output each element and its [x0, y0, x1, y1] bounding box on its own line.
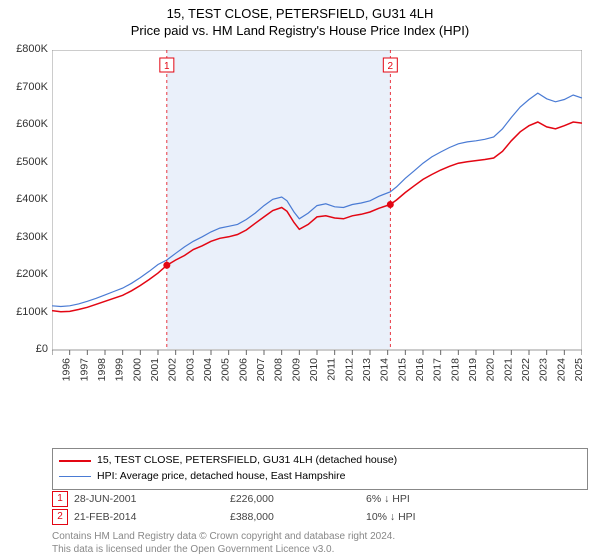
- y-tick-label: £0: [0, 343, 48, 355]
- x-tick-label: 2013: [361, 358, 373, 382]
- x-tick-label: 2019: [467, 358, 479, 382]
- x-tick-label: 2022: [520, 358, 532, 382]
- x-tick-label: 2024: [555, 358, 567, 382]
- x-tick-label: 1996: [61, 358, 73, 382]
- sale-marker: 1: [52, 491, 68, 507]
- chart-svg: 1995 1996 1997 1998 1999 2000 2001 2002 2003 2004…: [52, 50, 582, 395]
- y-tick-label: £300K: [0, 231, 48, 243]
- legend-swatch: [59, 476, 91, 478]
- sale-price: £388,000: [230, 511, 360, 523]
- x-tick-label: 2010: [308, 358, 320, 382]
- x-tick-label: 2006: [237, 358, 249, 382]
- sale-price: £226,000: [230, 493, 360, 505]
- y-tick-label: £100K: [0, 306, 48, 318]
- y-tick-label: £700K: [0, 81, 48, 93]
- sale-row: 1 28-JUN-2001 £226,000 6% ↓ HPI: [52, 490, 582, 508]
- y-tick-label: £600K: [0, 118, 48, 130]
- x-tick-label: 2008: [273, 358, 285, 382]
- x-tick-label: 2017: [432, 358, 444, 382]
- y-tick-label: £800K: [0, 43, 48, 55]
- legend-swatch: [59, 460, 91, 462]
- x-tick-label: 1995: [52, 358, 55, 382]
- x-tick-label: 2000: [131, 358, 143, 382]
- sale-date: 21-FEB-2014: [74, 511, 224, 523]
- x-tick-label: 2025: [573, 358, 582, 382]
- title-subtitle: Price paid vs. HM Land Registry's House …: [0, 23, 600, 38]
- x-tick-label: 2001: [149, 358, 161, 382]
- legend: 15, TEST CLOSE, PETERSFIELD, GU31 4LH (d…: [52, 448, 588, 490]
- y-tick-label: £200K: [0, 268, 48, 280]
- x-tick-label: 2011: [326, 358, 338, 381]
- legend-label: 15, TEST CLOSE, PETERSFIELD, GU31 4LH (d…: [97, 453, 397, 469]
- x-tick-label: 2014: [379, 358, 391, 382]
- x-tick-label: 2009: [290, 358, 302, 382]
- x-tick-label: 2003: [184, 358, 196, 382]
- footer-line-2: This data is licensed under the Open Gov…: [52, 543, 582, 556]
- sale-date: 28-JUN-2001: [74, 493, 224, 505]
- x-tick-label: 1999: [114, 358, 126, 382]
- legend-item: 15, TEST CLOSE, PETERSFIELD, GU31 4LH (d…: [59, 453, 581, 469]
- x-tick-label: 2020: [485, 358, 497, 382]
- sale-marker-label: 1: [164, 61, 170, 72]
- x-tick-label: 2004: [202, 358, 214, 382]
- sales-table: 1 28-JUN-2001 £226,000 6% ↓ HPI 2 21-FEB-2014…: [52, 490, 582, 526]
- x-tick-label: 2007: [255, 358, 267, 382]
- price-chart: 1995 1996 1997 1998 1999 2000 2001 2002 2003 2004…: [52, 50, 582, 395]
- y-tick-label: £400K: [0, 193, 48, 205]
- x-tick-label: 2016: [414, 358, 426, 382]
- x-tick-label: 1997: [78, 358, 90, 382]
- x-tick-label: 2023: [538, 358, 550, 382]
- legend-label: HPI: Average price, detached house, East…: [97, 469, 345, 485]
- footer-attribution: Contains HM Land Registry data © Crown c…: [52, 530, 582, 556]
- x-tick-label: 2018: [449, 358, 461, 382]
- x-tick-label: 2015: [396, 358, 408, 382]
- x-tick-label: 2005: [220, 358, 232, 382]
- sale-row: 2 21-FEB-2014 £388,000 10% ↓ HPI: [52, 508, 582, 526]
- x-tick-label: 2002: [167, 358, 179, 382]
- title-address: 15, TEST CLOSE, PETERSFIELD, GU31 4LH: [0, 6, 600, 21]
- x-tick-label: 1998: [96, 358, 108, 382]
- sale-hpi-delta: 10% ↓ HPI: [366, 511, 416, 523]
- x-tick-label: 2021: [502, 358, 514, 382]
- legend-item: HPI: Average price, detached house, East…: [59, 469, 581, 485]
- y-tick-label: £500K: [0, 156, 48, 168]
- footer-line-1: Contains HM Land Registry data © Crown c…: [52, 530, 582, 543]
- chart-container: { "title_line1": "15, TEST CLOSE, PETERS…: [0, 0, 600, 560]
- x-tick-label: 2012: [343, 358, 355, 382]
- sale-point: [387, 201, 394, 208]
- sale-point: [163, 262, 170, 269]
- sale-marker: 2: [52, 509, 68, 525]
- sale-marker-label: 2: [388, 61, 394, 72]
- sale-hpi-delta: 6% ↓ HPI: [366, 493, 410, 505]
